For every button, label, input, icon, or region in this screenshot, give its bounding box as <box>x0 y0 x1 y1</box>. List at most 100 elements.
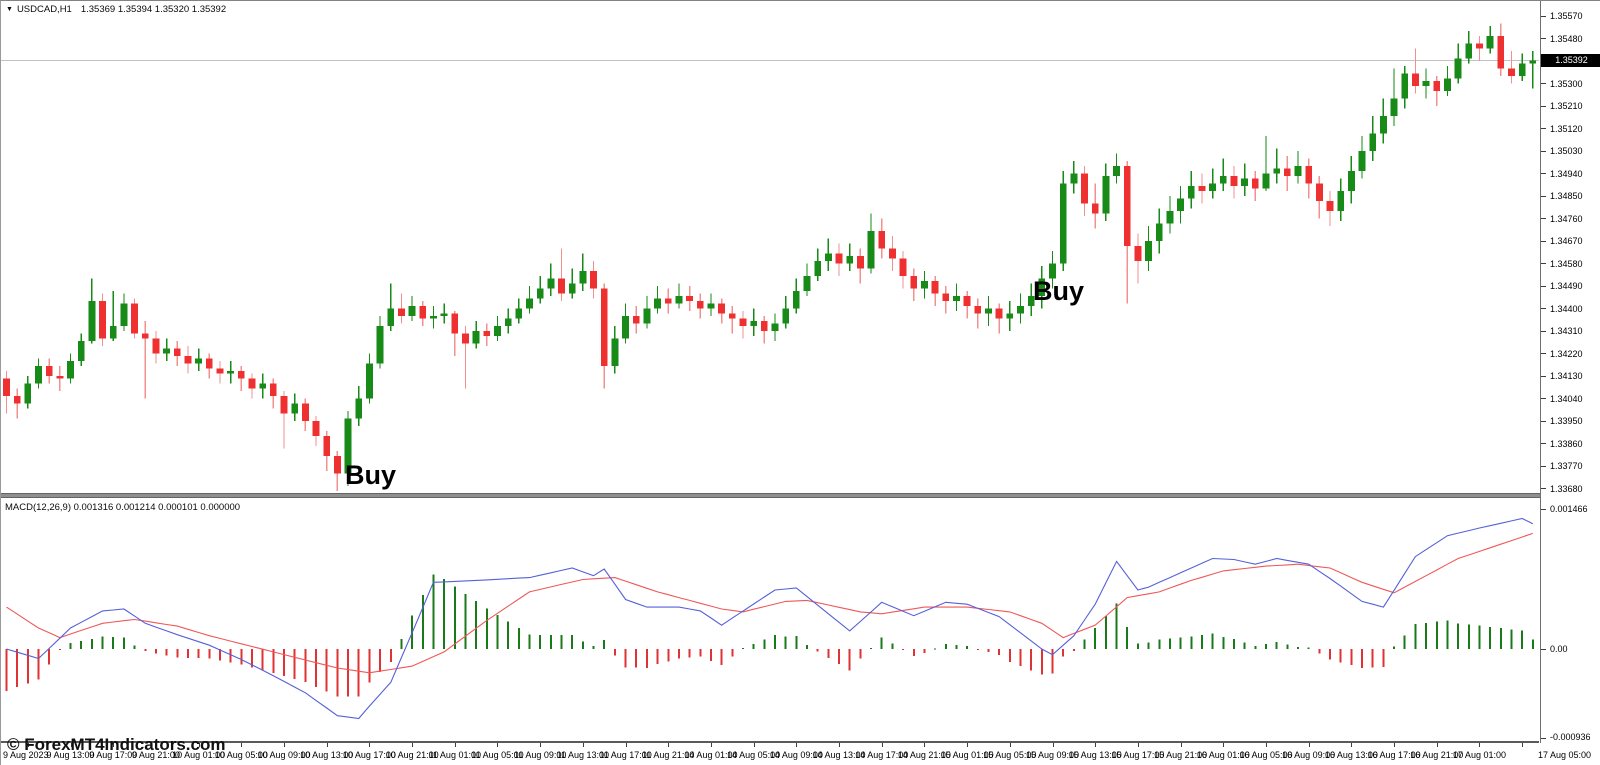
price-tick-label: 1.35210 <box>1550 101 1583 111</box>
time-tick-label: 14 Aug 01:00 <box>684 750 738 760</box>
price-tick-label: 1.34850 <box>1550 191 1583 201</box>
price-tick <box>1541 263 1546 264</box>
time-tick-label: 11 Aug 09:00 <box>513 750 567 760</box>
price-tick-label: 1.34040 <box>1550 393 1583 404</box>
time-tick-label: 10 Aug 05:00 <box>214 750 268 760</box>
time-tick-label: 15 Aug 21:00 <box>1154 750 1208 760</box>
time-tick-label: 9 Aug 13:00 <box>46 750 95 760</box>
time-tick <box>924 743 926 747</box>
macd-tick-label: -0.000936 <box>1550 732 1591 742</box>
chart-title: ▼ USDCAD,H1 1.35369 1.35394 1.35320 1.3539… <box>6 4 226 15</box>
price-tick-label: 1.34760 <box>1550 213 1583 224</box>
price-tick <box>1541 105 1546 107</box>
price-tick <box>1541 308 1546 309</box>
time-tick-label: 9 Aug 21:00 <box>131 750 180 760</box>
price-tick <box>1541 465 1546 467</box>
pane-separator[interactable] <box>1 493 1540 498</box>
price-tick <box>1541 353 1546 354</box>
price-tick <box>1541 83 1546 84</box>
time-tick-label: 11 Aug 05:00 <box>471 750 524 760</box>
price-tick-label: 1.35030 <box>1550 146 1583 156</box>
time-tick-label: 14 Aug 09:00 <box>769 750 823 760</box>
macd-indicator-pane[interactable] <box>1 498 1539 743</box>
time-tick <box>1095 743 1097 747</box>
price-tick-label: 1.35570 <box>1550 11 1583 21</box>
price-tick <box>1541 398 1546 399</box>
price-tick <box>1541 38 1546 39</box>
time-axis[interactable]: 9 Aug 2023 9 Aug 13:00 9 Aug 17:00 9 Aug 21… <box>1 743 1600 765</box>
watermark-label: © ForexMT4Indicators.com <box>7 735 226 754</box>
buy-signal-label: Buy <box>1033 276 1085 306</box>
chevron-down-icon[interactable]: ▼ <box>6 6 13 13</box>
time-tick-label: 17 Aug 01:00 <box>1452 750 1506 760</box>
price-tick-label: 1.33680 <box>1550 483 1583 494</box>
time-tick-label: 9 Aug 17:00 <box>89 750 138 760</box>
price-tick <box>1541 375 1546 377</box>
time-tick <box>710 743 712 747</box>
time-tick-label: 10 Aug 13:00 <box>300 750 354 760</box>
time-tick-label: 16 Aug 09:00 <box>1282 750 1336 760</box>
time-tick <box>497 743 499 747</box>
time-tick <box>241 743 243 747</box>
time-tick <box>113 743 115 747</box>
price-tick <box>1541 150 1546 152</box>
time-tick <box>1052 743 1054 747</box>
time-tick-label: 16 Aug 21:00 <box>1410 750 1464 760</box>
time-tick <box>369 743 371 747</box>
ohlc-values-label: 1.35369 1.35394 1.35320 1.35392 <box>80 4 227 15</box>
time-tick <box>881 743 883 747</box>
time-tick <box>326 743 328 747</box>
price-tick-label: 1.35480 <box>1550 33 1583 44</box>
time-tick <box>967 743 969 747</box>
time-tick <box>753 743 755 747</box>
time-tick-label: 15 Aug 01:00 <box>940 750 994 760</box>
price-tick-label: 1.34310 <box>1550 326 1583 336</box>
time-tick-label: 11 Aug 21:00 <box>642 750 695 760</box>
time-tick <box>1351 743 1353 747</box>
time-tick <box>1479 743 1481 747</box>
macd-canvas[interactable] <box>1 498 1539 741</box>
time-tick <box>198 743 200 747</box>
macd-tick-label: 0.00 <box>1550 644 1568 654</box>
price-tick <box>1541 195 1546 197</box>
price-tick <box>1541 330 1546 332</box>
price-axis[interactable]: 1.35392 1.355701.354801.353901.353001.35… <box>1540 1 1600 743</box>
time-tick <box>625 743 627 747</box>
time-tick-label: 14 Aug 13:00 <box>812 750 866 760</box>
price-tick <box>1541 443 1546 444</box>
time-tick-label: 10 Aug 09:00 <box>257 750 311 760</box>
time-tick-label: 10 Aug 01:00 <box>172 750 226 760</box>
time-tick-label: 14 Aug 21:00 <box>897 750 951 760</box>
buy-signal-label: Buy <box>345 460 397 490</box>
price-tick-label: 1.35120 <box>1550 123 1583 134</box>
price-tick <box>1541 128 1546 129</box>
time-tick-label: 16 Aug 05:00 <box>1239 750 1293 760</box>
macd-tick-label: 0.001466 <box>1550 504 1588 515</box>
time-tick-label: 15 Aug 05:00 <box>983 750 1037 760</box>
price-tick-label: 1.34490 <box>1550 281 1583 291</box>
time-tick <box>1180 743 1182 747</box>
time-tick <box>284 743 285 747</box>
time-tick-label: 15 Aug 13:00 <box>1068 750 1122 760</box>
price-tick <box>1541 173 1546 174</box>
price-chart-pane[interactable] <box>1 1 1539 493</box>
time-tick-label: 10 Aug 21:00 <box>385 750 439 760</box>
time-tick <box>1223 743 1225 747</box>
time-tick-label: 15 Aug 17:00 <box>1111 750 1165 760</box>
time-tick-label: 14 Aug 17:00 <box>855 750 909 760</box>
time-tick <box>668 743 670 747</box>
time-tick-label: 10 Aug 17:00 <box>342 750 396 760</box>
time-tick <box>1394 743 1396 747</box>
time-tick <box>540 743 542 747</box>
time-tick <box>1137 743 1139 747</box>
price-tick <box>1541 240 1546 242</box>
price-tick-label: 1.34940 <box>1550 168 1583 179</box>
price-chart-canvas[interactable] <box>1 1 1539 493</box>
time-tick <box>1308 743 1310 747</box>
time-tick-label: 16 Aug 13:00 <box>1324 750 1378 760</box>
time-tick <box>70 743 72 747</box>
time-tick <box>1009 743 1011 747</box>
macd-tick <box>1541 508 1546 510</box>
time-tick-label: 9 Aug 2023 <box>3 750 49 760</box>
